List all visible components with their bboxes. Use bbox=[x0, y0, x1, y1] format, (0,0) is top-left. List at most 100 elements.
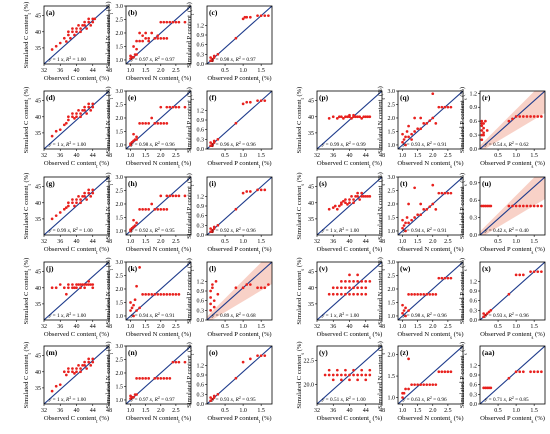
data-point bbox=[50, 389, 54, 393]
y-axis-title: Simulated P contents (%) bbox=[459, 342, 469, 408]
data-point bbox=[209, 302, 212, 306]
data-point bbox=[162, 377, 166, 380]
data-point bbox=[529, 204, 532, 208]
panel-label: (p) bbox=[319, 93, 329, 102]
x-tick-label: 1.0 bbox=[512, 153, 520, 159]
y-tick-label: 1.0 bbox=[116, 398, 124, 404]
y-tick-label: 0.3 bbox=[470, 216, 478, 222]
data-point bbox=[356, 378, 359, 382]
data-point bbox=[362, 194, 366, 198]
x-axis-title: Observed N contentt (%) bbox=[126, 415, 192, 425]
data-point bbox=[407, 202, 410, 206]
x-tick-label: 0.5 bbox=[221, 324, 229, 330]
data-point bbox=[344, 115, 347, 119]
data-point bbox=[489, 204, 493, 208]
y-tick-label: 2.5 bbox=[388, 273, 396, 279]
data-point bbox=[67, 201, 70, 205]
data-point bbox=[402, 391, 406, 395]
data-point bbox=[241, 286, 245, 290]
data-point bbox=[331, 206, 335, 209]
data-point bbox=[138, 306, 141, 310]
panel-a: 32 36 40 44 48 35 40 45 Observed C contentt (%) S… bbox=[23, 2, 112, 85]
data-point bbox=[487, 310, 491, 314]
y-tick-label: 2.0 bbox=[116, 116, 124, 122]
data-point bbox=[67, 286, 70, 290]
x-tick-label: 2.0 bbox=[157, 239, 165, 245]
data-point bbox=[132, 132, 135, 136]
data-point bbox=[356, 373, 359, 377]
data-point bbox=[85, 112, 89, 115]
data-point bbox=[79, 367, 82, 370]
data-point bbox=[54, 384, 58, 388]
data-point bbox=[168, 293, 172, 296]
data-point bbox=[344, 279, 347, 283]
y-tick-label: 2.5 bbox=[116, 357, 124, 363]
data-point bbox=[514, 204, 518, 208]
data-point bbox=[67, 115, 70, 119]
data-point bbox=[446, 276, 450, 280]
regression-equation: y = 0.71 x, R2 = 0.85 bbox=[484, 396, 529, 403]
x-tick-label: 40 bbox=[74, 324, 80, 330]
y-tick-label: 0.9 bbox=[470, 181, 478, 187]
data-point bbox=[91, 102, 95, 106]
y-tick-label: 35 bbox=[35, 46, 41, 52]
data-point bbox=[360, 191, 364, 195]
data-point bbox=[144, 377, 148, 380]
data-point bbox=[153, 377, 157, 380]
x-tick-label: 1.0 bbox=[127, 239, 135, 245]
fit-line bbox=[44, 6, 109, 64]
data-point bbox=[342, 117, 345, 120]
data-point bbox=[138, 208, 141, 211]
x-axis-title: Observed P contents (%) bbox=[480, 160, 545, 170]
data-point bbox=[358, 198, 362, 201]
data-point bbox=[212, 305, 216, 309]
data-point bbox=[337, 115, 341, 119]
panel-d: 32 36 40 44 48 35 40 45 Observed C contentt (%) S… bbox=[23, 87, 112, 170]
data-point bbox=[536, 115, 540, 118]
regression-equation: y = 0.93 x, R2 = 0.91 bbox=[402, 141, 447, 148]
y-tick-label: 45 bbox=[35, 270, 41, 276]
x-tick-label: 44 bbox=[363, 239, 369, 245]
data-point bbox=[407, 221, 410, 225]
x-tick-label: 36 bbox=[57, 324, 63, 330]
plot-frame bbox=[479, 176, 546, 236]
y-axis-title: Simulated P contentt (%) bbox=[186, 173, 196, 239]
data-point bbox=[422, 208, 426, 211]
data-point bbox=[416, 293, 420, 296]
x-tick-label: 40 bbox=[347, 324, 353, 330]
data-point bbox=[144, 31, 148, 35]
x-tick-label: 1.0 bbox=[399, 408, 407, 414]
data-point bbox=[419, 213, 423, 217]
data-point bbox=[440, 191, 444, 195]
x-axis-title: Observed P contentt (%) bbox=[207, 331, 271, 341]
y-tick-label: 0.9 bbox=[470, 289, 478, 295]
data-point bbox=[241, 360, 245, 364]
y-tick-label: 40 bbox=[35, 370, 41, 376]
data-point bbox=[518, 115, 522, 118]
x-tick-label: 1.0 bbox=[239, 153, 247, 159]
data-point bbox=[174, 105, 178, 109]
y-tick-label: 3.0 bbox=[388, 175, 396, 181]
x-tick-label: 1.5 bbox=[530, 153, 538, 159]
data-point bbox=[352, 373, 355, 377]
x-axis-title: Observed N contents (%) bbox=[397, 415, 463, 425]
y-tick-label: 45 bbox=[35, 185, 41, 191]
data-point bbox=[360, 117, 364, 120]
y-tick-label: 35 bbox=[35, 302, 41, 308]
data-point bbox=[132, 314, 135, 318]
x-tick-label: 1.5 bbox=[530, 239, 538, 245]
data-point bbox=[91, 191, 95, 195]
y-tick-label: 1.0 bbox=[116, 314, 124, 320]
data-point bbox=[168, 20, 172, 24]
data-point bbox=[327, 373, 331, 377]
data-point bbox=[485, 129, 489, 132]
data-point bbox=[150, 202, 154, 206]
data-point bbox=[75, 370, 78, 374]
plot-frame bbox=[397, 176, 464, 236]
regression-equation: y = 0.99 x, R2 = 0.99 bbox=[321, 141, 366, 148]
regression-equation: y = 1 x, R2 = 1.00 bbox=[48, 56, 86, 63]
x-tick-label: 1.5 bbox=[257, 408, 265, 414]
data-point bbox=[405, 130, 409, 133]
data-point bbox=[87, 279, 91, 283]
